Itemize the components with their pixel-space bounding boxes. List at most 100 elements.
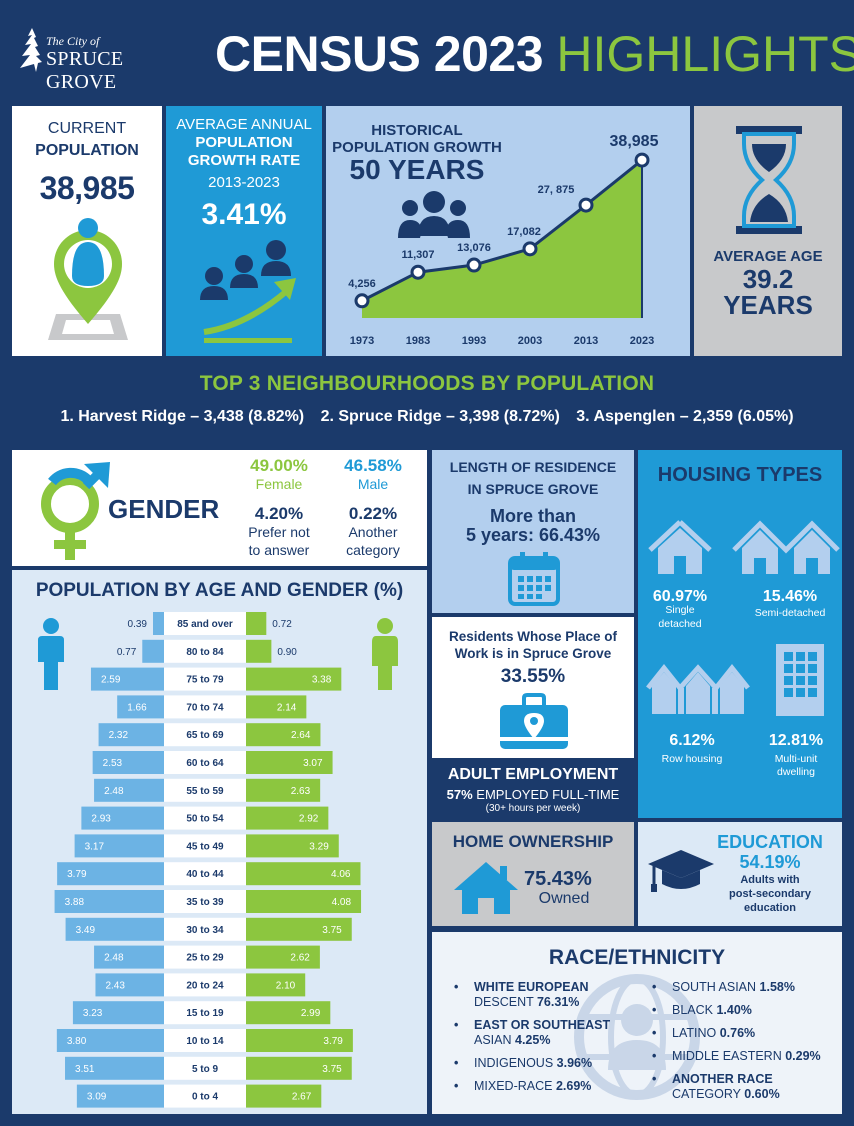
male-value-label: 2.48 bbox=[104, 786, 124, 797]
race-left-item: • EAST OR SOUTHEAST ASIAN 4.25% bbox=[452, 1018, 642, 1048]
education-label-3: education bbox=[744, 902, 796, 914]
female-value-label: 2.67 bbox=[292, 1092, 312, 1103]
race-right-label: BLACK bbox=[672, 1003, 717, 1017]
female-bar bbox=[246, 778, 321, 802]
bullet-icon: • bbox=[652, 1026, 657, 1040]
historical-line-chart: 4,256 1973 11,307 1983 13,076 1993 17,082 2003 2… bbox=[348, 133, 658, 347]
male-value-label: 3.79 bbox=[67, 869, 87, 880]
female-bar bbox=[246, 1029, 353, 1052]
gender-symbol-icon bbox=[41, 462, 110, 560]
housing-types-panel: HOUSING TYPES 60.97% Single detached 15.… bbox=[638, 450, 842, 818]
race-list-left: • WHITE EUROPEAN DESCENT 76.31% • EAST OR SO… bbox=[452, 980, 642, 1102]
age-group-label: 35 to 39 bbox=[186, 897, 224, 908]
age-group-label: 40 to 44 bbox=[186, 869, 224, 880]
female-value-label: 4.06 bbox=[331, 869, 351, 880]
female-bar bbox=[246, 862, 361, 886]
race-right-label-line2: SOUTH ASIAN 1.58% bbox=[672, 980, 840, 995]
housing-pct-3: 6.12% bbox=[669, 732, 715, 749]
race-right-item: • BLACK 1.40% bbox=[650, 1003, 840, 1018]
female-bar bbox=[246, 612, 267, 635]
race-left-label: ASIAN bbox=[474, 1033, 515, 1047]
age-label-box bbox=[164, 1056, 246, 1080]
female-bar bbox=[246, 973, 306, 997]
housing-label-1a: Single bbox=[665, 604, 695, 616]
female-pct: 49.00% bbox=[250, 456, 308, 475]
year-tick-label: 1993 bbox=[462, 335, 486, 347]
housing-label-1b: detached bbox=[658, 618, 702, 630]
race-right-label: LATINO bbox=[672, 1026, 720, 1040]
housing-pct-1: 60.97% bbox=[652, 588, 708, 605]
race-left-label: DESCENT bbox=[474, 995, 537, 1009]
housing-label-4a: Multi-unit bbox=[774, 753, 818, 765]
age-label-box bbox=[164, 612, 246, 635]
female-label: Female bbox=[255, 476, 303, 492]
race-title: RACE/ETHNICITY bbox=[548, 946, 726, 969]
male-bar bbox=[94, 778, 164, 802]
female-value-label: 2.99 bbox=[301, 1008, 321, 1019]
female-value-label: 0.72 bbox=[272, 619, 292, 630]
employment-panel: ADULT EMPLOYMENT 57% EMPLOYED FULL-TIME … bbox=[432, 760, 634, 818]
logo-line2: SPRUCE GROVE bbox=[46, 48, 124, 93]
age-label-box bbox=[164, 1001, 246, 1025]
female-bar bbox=[246, 1056, 352, 1080]
female-bar bbox=[246, 917, 352, 941]
male-value-label: 2.48 bbox=[104, 953, 124, 964]
age-label-box bbox=[164, 806, 246, 830]
spruce-tree-icon bbox=[20, 28, 42, 72]
growth-point bbox=[634, 152, 650, 168]
race-left-label-line2: INDIGENOUS 3.96% bbox=[474, 1056, 642, 1071]
growth-value-label: 13,076 bbox=[457, 242, 491, 254]
bullet-icon: • bbox=[454, 1018, 459, 1032]
year-tick-label: 2003 bbox=[518, 335, 542, 347]
age-group-label: 65 to 69 bbox=[186, 730, 224, 741]
employment-line: 57% EMPLOYED FULL-TIME bbox=[432, 787, 634, 802]
title-highlight: HIGHLIGHTS bbox=[556, 26, 854, 82]
work-panel: Residents Whose Place of Work is in Spru… bbox=[432, 617, 634, 758]
female-value-label: 2.92 bbox=[299, 814, 319, 825]
race-right-label: SOUTH ASIAN bbox=[672, 980, 760, 994]
male-label: Male bbox=[357, 476, 389, 492]
growth-value-label: 11,307 bbox=[401, 249, 434, 261]
education-value: 54.19% bbox=[739, 852, 801, 872]
growth-point bbox=[354, 293, 370, 309]
female-value-label: 4.08 bbox=[332, 897, 352, 908]
race-right-pct: 0.76% bbox=[719, 1026, 756, 1040]
current-population-panel: CURRENT POPULATION 38,985 bbox=[12, 106, 162, 356]
race-right-item: • MIDDLE EASTERN 0.29% bbox=[650, 1049, 840, 1064]
neighbourhood-item-1: 1. Harvest Ridge – 3,438 (8.82%) bbox=[60, 408, 305, 425]
logo-line1: The City of bbox=[46, 34, 100, 48]
male-value-label: 3.88 bbox=[65, 897, 85, 908]
employment-desc: EMPLOYED FULL-TIME bbox=[472, 787, 620, 802]
growth-label-2: POPULATION bbox=[195, 134, 293, 151]
growth-point bbox=[410, 264, 426, 280]
age-group-label: 5 to 9 bbox=[192, 1064, 219, 1075]
male-bar bbox=[95, 973, 164, 997]
female-bar bbox=[246, 751, 333, 774]
race-right-label: CATEGORY bbox=[672, 1087, 745, 1101]
single-detached-icon bbox=[648, 520, 712, 574]
male-value-label: 2.93 bbox=[91, 814, 111, 825]
female-bar bbox=[246, 639, 272, 663]
race-left-label-line1: WHITE EUROPEAN bbox=[474, 980, 589, 994]
growth-point bbox=[578, 197, 594, 213]
race-left-pct: 3.96% bbox=[556, 1056, 593, 1070]
female-bar bbox=[246, 695, 307, 719]
age-group-label: 85 and over bbox=[177, 619, 233, 630]
age-label-box bbox=[164, 862, 246, 886]
male-bar bbox=[56, 1029, 165, 1052]
multi-unit-dwelling-icon bbox=[776, 644, 824, 716]
hist-title-2: POPULATION GROWTH bbox=[332, 139, 502, 156]
female-value-label: 3.38 bbox=[312, 675, 332, 686]
race-left-label-line2: MIXED-RACE 2.69% bbox=[474, 1079, 642, 1094]
male-value-label: 2.32 bbox=[109, 730, 129, 741]
race-right-pct: 1.40% bbox=[716, 1003, 752, 1017]
female-value-label: 3.79 bbox=[323, 1036, 343, 1047]
gender-panel: GENDER 49.00% Female 46.58% Male 4.20% P… bbox=[12, 450, 427, 566]
hourglass-icon bbox=[736, 126, 802, 234]
bullet-icon: • bbox=[454, 1056, 459, 1070]
pna-pct: 4.20% bbox=[254, 504, 304, 523]
growth-label-3: GROWTH RATE bbox=[187, 152, 301, 169]
year-tick-label: 1983 bbox=[406, 335, 430, 347]
male-value-label: 2.59 bbox=[101, 675, 121, 686]
employment-pct: 57% bbox=[446, 787, 473, 802]
